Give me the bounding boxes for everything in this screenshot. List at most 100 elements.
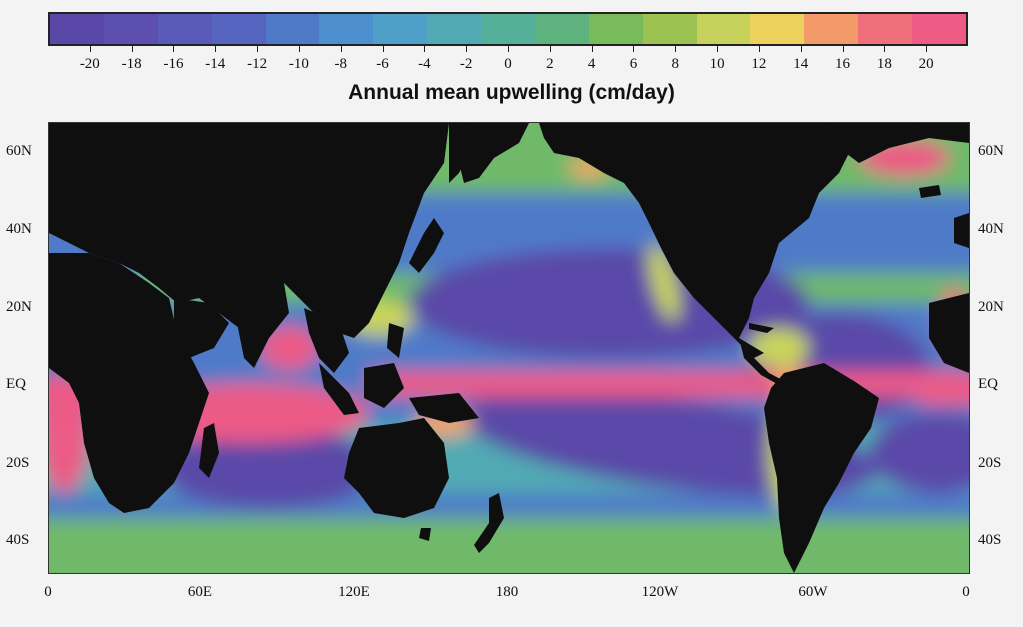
colorbar-tick-label: 0 xyxy=(504,56,512,72)
colorbar-tick xyxy=(173,46,175,52)
colorbar-tick-label: -20 xyxy=(79,56,100,72)
colorbar-tick-label: -8 xyxy=(334,56,347,72)
colorbar-tick xyxy=(89,46,91,52)
colorbar-tick-label: -4 xyxy=(418,56,431,72)
colorbar-tick xyxy=(424,46,426,52)
colorbar-segment xyxy=(588,14,643,44)
philippines-landmass xyxy=(387,323,404,358)
arabian-sea-upwelling xyxy=(259,326,319,370)
colorbar-tick-label: -6 xyxy=(376,56,389,72)
iceland-landmass xyxy=(919,185,941,198)
colorbar-segment xyxy=(373,14,428,44)
latitude-label: 60N xyxy=(6,143,32,159)
colorbar-segment xyxy=(858,14,912,44)
colorbar-segment xyxy=(319,14,374,44)
india-landmass xyxy=(224,283,289,368)
colorbar-tick xyxy=(549,46,551,52)
longitude-label: 60E xyxy=(187,584,213,600)
latitude-label: 20S xyxy=(978,455,1002,471)
north-america-landmass xyxy=(539,123,969,358)
sumatra-landmass xyxy=(319,363,359,415)
colorbar-tick xyxy=(466,46,468,52)
cuba-landmass xyxy=(749,323,774,333)
australia-landmass xyxy=(344,418,449,518)
colorbar-tick-label: -12 xyxy=(247,56,268,72)
japan-landmass xyxy=(409,218,444,273)
colorbar-tick xyxy=(508,46,509,52)
madagascar-landmass xyxy=(199,423,219,478)
kamchatka-landmass xyxy=(459,123,529,183)
latitude-label: 60N xyxy=(978,143,1004,159)
latitude-label: 20S xyxy=(6,455,30,471)
land-masses xyxy=(49,123,969,573)
map-canvas xyxy=(49,123,969,573)
colorbar-tick xyxy=(633,46,635,52)
colorbar-tick xyxy=(717,46,719,52)
colorbar-tick xyxy=(340,46,342,52)
west-africa-east-edge-landmass xyxy=(929,293,969,373)
colorbar-segment xyxy=(534,14,589,44)
arabia-landmass xyxy=(174,298,229,358)
indochina-landmass xyxy=(304,308,349,373)
longitude-label: 0 xyxy=(44,584,52,600)
colorbar-tick xyxy=(842,46,844,52)
colorbar-segment xyxy=(481,14,535,44)
colorbar-gradient xyxy=(48,12,968,46)
colorbar-segment xyxy=(103,14,158,44)
colorbar-tick xyxy=(257,46,259,52)
colorbar-tick-label: 14 xyxy=(793,56,809,72)
colorbar-tick-label: 2 xyxy=(546,56,554,72)
colorbar-tick-label: 12 xyxy=(751,56,767,72)
colorbar-segment xyxy=(750,14,805,44)
eurasia-landmass xyxy=(49,123,449,338)
colorbar-tick xyxy=(591,46,593,52)
colorbar-segment xyxy=(157,14,212,44)
longitude-label: 120E xyxy=(338,584,370,600)
colorbar-ticks: -20 -18 -16 -14 -12 -10 -8 -6 -4 -2 0 2 4 6 8 10 12 14 16 1… xyxy=(48,44,968,74)
colorbar-tick-label: 8 xyxy=(671,56,680,72)
colorbar-tick-label: -2 xyxy=(459,56,473,72)
longitude-label: 180 xyxy=(495,584,519,600)
colorbar-segment xyxy=(696,14,751,44)
colorbar-segment xyxy=(265,14,320,44)
southern-ocean-band xyxy=(49,518,969,573)
colorbar-tick-label: -16 xyxy=(163,56,184,72)
colorbar-segment xyxy=(427,14,481,44)
new-guinea-landmass xyxy=(409,393,479,423)
greenland-landmass xyxy=(829,123,919,163)
colorbar-segment xyxy=(642,14,697,44)
colorbar-tick-label: 10 xyxy=(709,56,725,72)
colorbar-tick xyxy=(884,46,886,52)
longitude-label: 0 xyxy=(962,584,970,600)
latitude-label: 40S xyxy=(6,532,30,548)
upwelling-map xyxy=(48,122,970,574)
colorbar-tick-label: -18 xyxy=(121,56,142,72)
new-zealand-landmass xyxy=(474,493,504,553)
caribbean-upwelling xyxy=(749,328,809,368)
colorbar-tick xyxy=(298,46,300,52)
colorbar-tick xyxy=(675,46,677,52)
latitude-label: 40S xyxy=(978,532,1002,548)
colorbar-segment xyxy=(211,14,266,44)
california-upwelling xyxy=(648,244,680,322)
colorbar-tick xyxy=(926,46,928,52)
latitude-label: 20N xyxy=(978,299,1004,315)
colorbar-tick-label: 6 xyxy=(629,56,638,72)
colorbar-tick-label: 16 xyxy=(835,56,851,72)
uk-ireland-landmass xyxy=(954,213,969,248)
benguela-upwelling xyxy=(49,373,89,493)
south-america-landmass xyxy=(764,363,879,573)
latitude-label: 40N xyxy=(6,221,32,237)
colorbar-tick xyxy=(131,46,133,52)
colorbar-tick-label: -10 xyxy=(288,56,309,72)
latitude-label: EQ xyxy=(978,376,998,392)
colorbar-tick-label: 18 xyxy=(876,56,892,72)
colorbar-tick xyxy=(382,46,384,52)
colorbar-segment xyxy=(50,14,104,44)
colorbar-tick xyxy=(758,46,760,52)
africa-landmass xyxy=(49,253,209,513)
south-atlantic-gyre xyxy=(869,413,969,493)
colorbar-title: Annual mean upwelling (cm/day) xyxy=(348,81,675,104)
colorbar-tick-label: -14 xyxy=(205,56,226,72)
latitude-label: 20N xyxy=(6,299,32,315)
